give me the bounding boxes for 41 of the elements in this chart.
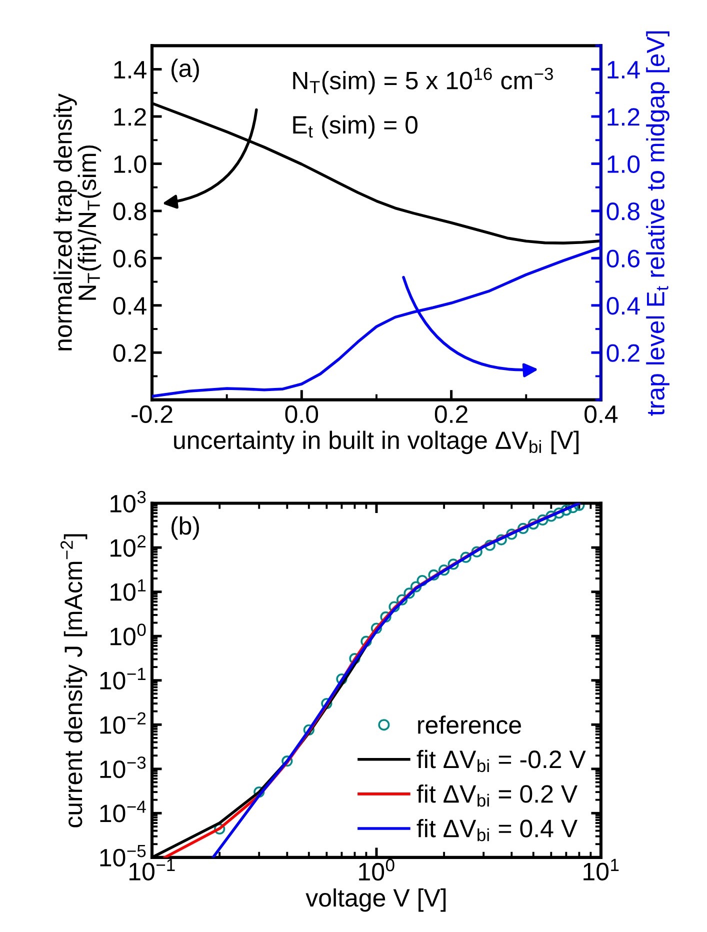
- x-tick-label: -0.2: [132, 405, 172, 424]
- legend-label: fit ΔV$_{bi}$ = -0.2 V: [416, 750, 586, 772]
- y-axis-title: normalized trap density N$_{T}$(fit)/N$_{T}$(sim): [54, 94, 102, 350]
- x-axis-title: voltage V [V]: [306, 888, 446, 912]
- x-axis-title: uncertainty in built in voltage ΔV$_{bi}$ [V]: [174, 430, 579, 454]
- y2-tick-label: 1.4: [608, 61, 640, 78]
- y2-tick-label: 0.2: [606, 344, 640, 362]
- y-tick-label: 0.8: [113, 202, 146, 220]
- y-tick-label: 10$^{2}$: [110, 535, 146, 557]
- legend-label: fit ΔV$_{bi}$ = 0.4 V: [416, 819, 578, 842]
- y2-tick-label: 0.6: [606, 250, 640, 268]
- y-tick-label: 0.4: [113, 296, 146, 315]
- x-tick-label: 0.4: [584, 405, 618, 424]
- y-tick-label: 10$^{−1}$: [100, 668, 146, 690]
- x-tick-label: 10$^{0}$: [359, 858, 394, 881]
- y2-tick-label: 1.0: [608, 155, 640, 174]
- y2-tick-label: 0.8: [606, 202, 640, 220]
- y2-tick-label: 0.4: [606, 296, 640, 315]
- y-tick-label: 0.6: [113, 250, 146, 268]
- annotation: (b): [172, 516, 199, 540]
- y-tick-label: 10$^{−2}$: [100, 712, 146, 734]
- y2-tick-label: 1.2: [608, 108, 640, 126]
- y2-axis-title: trap level E$_{t}$ relative to midgap [eV]: [646, 31, 670, 416]
- y-tick-label: 1.0: [114, 155, 146, 174]
- y-tick-label: 0.2: [113, 344, 146, 362]
- legend-label: fit ΔV$_{bi}$ = 0.2 V: [416, 784, 578, 807]
- y-axis-title: current density J [mAcm$^{−2}$]: [60, 534, 88, 828]
- y-tick-label: 10$^{0}$: [110, 624, 146, 646]
- y-tick-label: 10$^{−4}$: [100, 800, 146, 822]
- y-tick-label: 1.4: [114, 61, 146, 78]
- y-tick-label: 1.2: [114, 108, 146, 126]
- legend-label: reference: [418, 716, 521, 734]
- y-tick-label: 10$^{1}$: [110, 579, 146, 601]
- x-tick-label: 10$^{1}$: [584, 858, 619, 880]
- annotation: E$_{t}$ (sim) = 0: [293, 115, 418, 139]
- annotation: (a): [172, 58, 199, 82]
- y-tick-label: 10$^{−3}$: [100, 756, 146, 778]
- annotation: N$_{T}$(sim) = 5 x 10$^{16}$ cm$^{−3}$: [293, 68, 553, 94]
- y-tick-label: 10$^{3}$: [110, 490, 146, 513]
- x-tick-label: 0.2: [434, 405, 468, 424]
- x-tick-label: 0.0: [285, 405, 318, 424]
